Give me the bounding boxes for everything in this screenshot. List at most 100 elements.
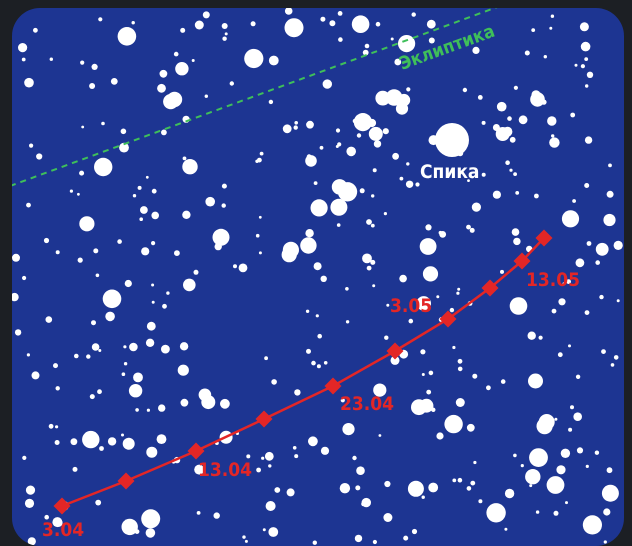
- star: [92, 343, 100, 351]
- star: [194, 270, 199, 275]
- star: [98, 17, 102, 21]
- star: [544, 55, 547, 58]
- star: [287, 488, 295, 496]
- star: [406, 162, 409, 165]
- star: [259, 251, 262, 254]
- star: [581, 42, 591, 52]
- star: [356, 466, 365, 475]
- star: [472, 203, 481, 212]
- star: [463, 88, 467, 92]
- star: [530, 92, 545, 107]
- star: [383, 128, 389, 134]
- star: [514, 86, 518, 90]
- star: [352, 15, 370, 33]
- star: [282, 247, 297, 262]
- star: [180, 28, 185, 33]
- star: [420, 238, 437, 255]
- star: [251, 21, 256, 26]
- star: [399, 275, 407, 283]
- star: [412, 12, 416, 16]
- star: [607, 467, 613, 473]
- star: [565, 501, 568, 504]
- star: [525, 469, 540, 484]
- spica-label: Спика: [420, 161, 479, 183]
- star: [577, 447, 583, 453]
- star: [118, 27, 137, 46]
- star: [452, 346, 455, 349]
- star: [551, 134, 554, 137]
- star: [80, 61, 84, 65]
- star: [457, 288, 460, 291]
- star: [595, 451, 599, 455]
- star: [152, 301, 155, 304]
- star: [436, 295, 439, 298]
- star: [568, 344, 571, 347]
- star: [214, 512, 220, 518]
- star: [70, 190, 73, 193]
- star: [293, 446, 297, 450]
- star: [305, 155, 317, 167]
- star: [245, 540, 248, 543]
- star: [133, 194, 136, 197]
- star: [313, 541, 317, 545]
- star: [528, 374, 543, 389]
- star: [467, 486, 472, 491]
- star: [182, 159, 197, 174]
- star: [95, 500, 101, 506]
- star: [294, 121, 298, 125]
- star: [352, 456, 356, 460]
- star: [246, 454, 250, 458]
- star: [132, 21, 135, 24]
- star: [225, 32, 228, 35]
- star: [147, 409, 150, 412]
- star: [452, 479, 456, 483]
- star: [422, 373, 425, 376]
- star: [482, 121, 486, 125]
- star: [361, 502, 366, 507]
- star: [129, 384, 142, 397]
- star: [22, 276, 26, 280]
- star: [611, 363, 615, 367]
- star: [33, 28, 38, 33]
- star: [151, 284, 154, 287]
- spica-star: [435, 123, 469, 157]
- star: [147, 322, 156, 331]
- star: [141, 247, 149, 255]
- star: [547, 116, 556, 125]
- star: [79, 171, 84, 176]
- star: [213, 229, 230, 246]
- star: [242, 535, 245, 538]
- star: [222, 203, 226, 207]
- star: [306, 121, 314, 129]
- date-label-13-04: 13.04: [198, 459, 252, 481]
- star: [205, 197, 215, 207]
- star: [415, 182, 419, 186]
- star: [90, 394, 95, 399]
- star: [260, 152, 264, 156]
- star: [431, 408, 435, 412]
- star: [513, 238, 520, 245]
- star: [283, 124, 292, 133]
- star: [444, 415, 462, 433]
- star: [78, 258, 83, 263]
- star: [374, 140, 381, 147]
- date-label-23-04: 23.04: [340, 393, 394, 415]
- star: [111, 298, 116, 303]
- star: [18, 43, 27, 52]
- star: [425, 224, 431, 230]
- star: [336, 128, 340, 132]
- star: [77, 193, 80, 196]
- star: [53, 363, 58, 368]
- star: [121, 129, 127, 135]
- star: [519, 115, 528, 124]
- star: [259, 216, 262, 219]
- star: [357, 133, 361, 137]
- star: [55, 425, 58, 428]
- star: [470, 481, 475, 486]
- star: [423, 266, 438, 281]
- star: [558, 298, 565, 305]
- star: [458, 359, 463, 364]
- star: [230, 81, 234, 85]
- star: [338, 37, 343, 42]
- star: [458, 478, 463, 483]
